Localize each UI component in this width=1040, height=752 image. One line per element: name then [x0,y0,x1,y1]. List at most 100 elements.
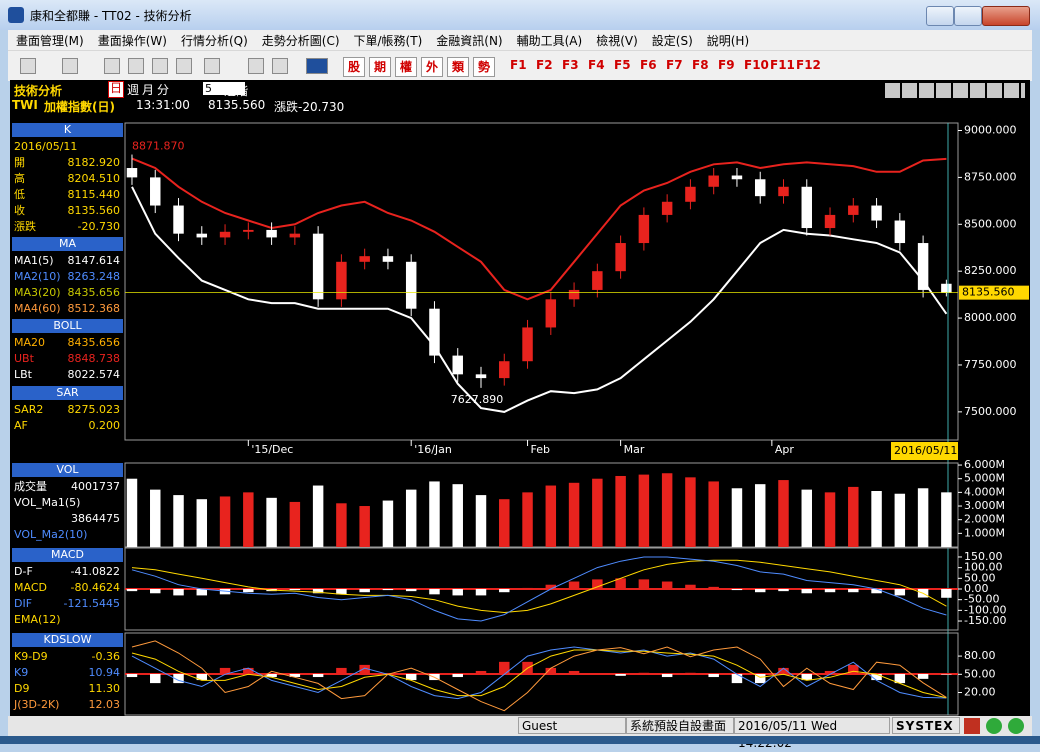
y-tick-label: 100.00 [964,561,1003,574]
indicator-line [131,186,948,413]
cursor-date-box [891,442,958,460]
market-button[interactable]: 類 [447,57,469,77]
tool-icon[interactable] [248,58,264,74]
tool-icon[interactable] [272,58,288,74]
volume-bar [848,486,859,547]
histogram-bar [638,579,650,589]
indicator-label: MA4(60) [14,302,61,315]
tool-icon[interactable] [152,58,168,74]
candle-body [661,201,673,215]
indicator-label: DIF [14,597,33,610]
candle-body [150,177,161,206]
candle-body [522,327,533,362]
menu-item[interactable]: 輔助工具(A) [516,33,583,48]
volume-bar [941,492,952,547]
indicator-row: MA3(20) 8435.656 [14,285,122,301]
period-tab[interactable]: 日 [108,81,125,98]
function-key[interactable]: F7 [666,58,683,72]
menu-item[interactable]: 金融資訊(N) [436,33,503,48]
tool-icon[interactable] [306,58,328,74]
volume-bar [219,496,231,547]
market-button[interactable]: 外 [421,57,443,77]
histogram-bar [405,589,417,592]
status-icon [986,718,1002,734]
function-key[interactable]: F3 [562,58,579,72]
chart-tools[interactable] [885,83,1025,98]
market-button[interactable]: 權 [395,57,417,77]
histogram-bar [173,674,184,684]
indicator-value: 8512.368 [67,302,121,315]
menu-item[interactable]: 說明(H) [706,33,750,48]
tool-icon[interactable] [20,58,36,74]
histogram-bar [243,589,254,593]
function-key[interactable]: F9 [718,58,735,72]
x-tick-label: Feb [531,443,550,456]
candle-body [615,243,626,272]
volume-bar [568,482,580,547]
menu-item[interactable]: 設定(S) [651,33,693,48]
period-tab[interactable]: 週 [127,83,140,97]
menu-item[interactable]: 下單/帳務(T) [353,33,423,48]
histogram-bar [243,667,254,674]
histogram-bar [312,674,324,678]
function-key[interactable]: F11 [770,58,795,72]
y-tick-label: 50.00 [964,571,996,584]
indicator-label: D9 [14,682,30,695]
menu-item[interactable]: 走勢分析圖(C) [261,33,340,48]
advanced-button[interactable]: 進階 [224,84,249,98]
menu-item[interactable]: 畫面管理(M) [16,33,84,48]
interval-select[interactable]: 5 [203,82,245,95]
indicator-value: 8115.440 [67,188,121,201]
section-header: K [12,123,123,137]
function-key[interactable]: F1 [510,58,527,72]
histogram-bar [336,667,347,674]
tool-icon[interactable] [176,58,192,74]
function-key[interactable]: F5 [614,58,631,72]
menu-item[interactable]: 行情分析(Q) [180,33,248,48]
function-key[interactable]: F6 [640,58,657,72]
indicator-line [131,649,947,699]
tool-icon[interactable] [62,58,78,74]
indicator-label: J(3D-2K) [14,698,60,711]
market-button[interactable]: 勢 [473,57,495,77]
candle-body [894,220,906,244]
tool-icon[interactable] [204,58,220,74]
menu-item[interactable]: 畫面操作(W) [97,33,167,48]
indicator-value: 8182.920 [67,156,121,169]
tool-icon[interactable] [128,58,144,74]
function-key[interactable]: F10 [744,58,769,72]
y-tick-label: 8500.000 [964,217,1017,230]
candle-body [545,299,557,328]
minimize-button[interactable] [926,6,954,26]
period-tab[interactable]: 分 [157,83,170,97]
indicator-label: UBt [14,352,34,365]
maximize-button[interactable] [954,6,982,26]
histogram-bar [312,589,324,594]
function-key[interactable]: F4 [588,58,605,72]
market-button[interactable]: 股 [343,57,365,77]
histogram-bar [661,674,673,678]
function-key[interactable]: F8 [692,58,709,72]
indicator-value: 8135.560 [67,204,121,217]
indicator-label: VOL_Ma2(10) [14,528,88,541]
market-button[interactable]: 期 [369,57,391,77]
status-icon [964,718,980,734]
symbol-name: 加權指數(日) [44,100,115,114]
volume-bar [452,484,463,547]
candle-body [243,229,254,232]
histogram-bar [731,674,743,684]
function-key[interactable]: F2 [536,58,553,72]
y-tick-label: 8750.000 [964,170,1017,183]
tool-icon[interactable] [104,58,120,74]
function-key[interactable]: F12 [796,58,821,72]
section-header: VOL [12,463,123,477]
y-tick-label: 6.000M [964,458,1005,471]
y-tick-label: 0.00 [964,582,989,595]
indicator-value: 0.200 [88,419,121,432]
period-tab[interactable]: 月 [142,83,155,97]
indicator-label: EMA(12) [14,613,61,626]
indicator-label: AF [14,419,28,432]
indicator-value: 8022.574 [67,368,121,381]
close-button[interactable] [982,6,1030,26]
menu-item[interactable]: 檢視(V) [596,33,638,48]
